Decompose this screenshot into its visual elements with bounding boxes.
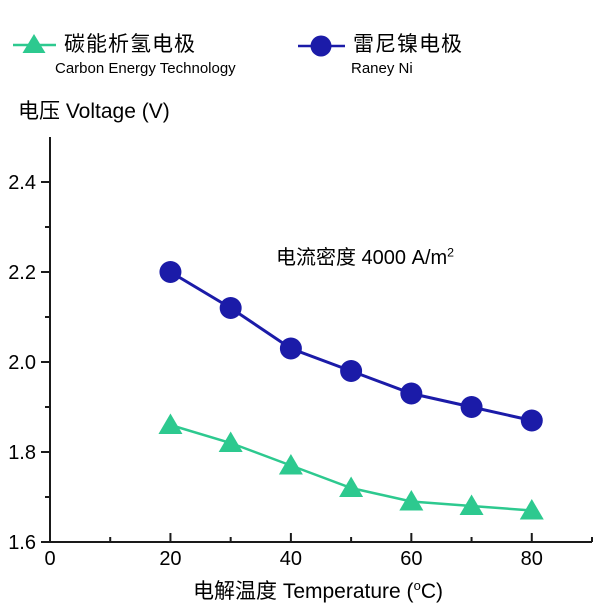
data-point-circle [279, 337, 302, 360]
legend-label-raney-cn: 雷尼镍电极 [353, 33, 463, 56]
x-tick-label: 0 [44, 548, 55, 570]
x-tick-label: 60 [400, 548, 422, 570]
data-point-circle [159, 261, 182, 283]
circle-icon [298, 35, 345, 57]
data-point-circle [520, 409, 543, 432]
y-tick-label: 2.2 [8, 262, 36, 284]
legend-label-carbon-en: Carbon Energy Technology [55, 60, 236, 77]
data-point-triangle [278, 454, 303, 475]
data-point-triangle [399, 490, 424, 511]
y-tick-label: 1.8 [8, 442, 36, 464]
legend: 碳能析氢电极 Carbon Energy Technology 雷尼镍电极 Ra… [0, 0, 600, 90]
y-tick-label: 2.0 [8, 352, 36, 374]
data-point-triangle [218, 431, 243, 452]
y-tick-label: 2.4 [8, 172, 36, 194]
data-point-circle [219, 297, 242, 319]
y-tick-label: 1.6 [8, 532, 36, 554]
series-line-triangle [170, 423, 532, 512]
data-point-circle [340, 360, 363, 382]
y-axis-title: 电压 Voltage (V) [18, 100, 170, 123]
legend-label-raney-en: Raney Ni [351, 60, 413, 77]
x-axis-title: 电解温度 Temperature (oC) [193, 578, 443, 603]
x-tick-label: 40 [280, 548, 302, 570]
legend-label-carbon-cn: 碳能析氢电极 [64, 33, 196, 56]
axis-lines [49, 137, 592, 543]
data-point-triangle [158, 413, 183, 434]
triangle-icon [13, 34, 56, 53]
data-point-circle [400, 382, 423, 405]
data-point-triangle [339, 476, 364, 497]
data-point-triangle [459, 494, 484, 515]
data-point-triangle [519, 499, 544, 520]
data-point-circle [460, 396, 483, 418]
x-tick-label: 20 [159, 548, 181, 570]
annotation-current-density: 电流密度 4000 A/m2 [276, 245, 455, 269]
x-tick-label: 80 [521, 548, 543, 570]
